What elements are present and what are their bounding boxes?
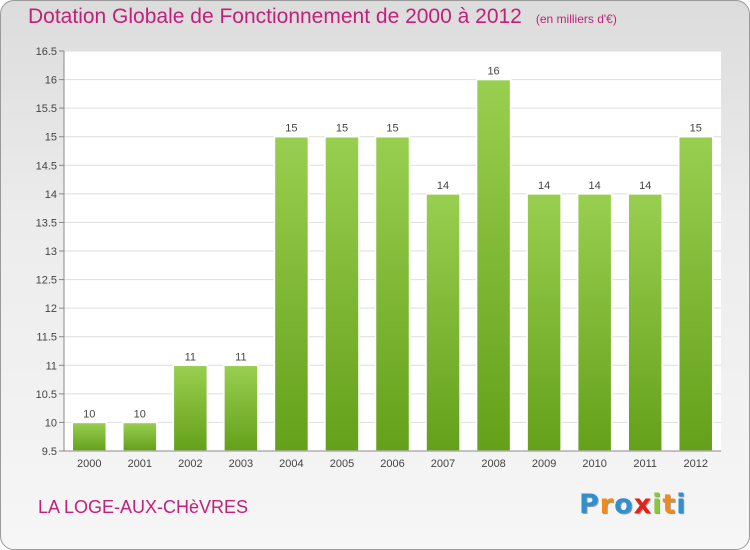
data-label: 10 xyxy=(134,408,146,420)
y-tick-label: 13 xyxy=(45,246,57,258)
logo-letter: P xyxy=(579,489,600,520)
y-tick-label: 10 xyxy=(45,417,57,429)
bar xyxy=(475,78,512,452)
y-tick-label: 11.5 xyxy=(36,332,57,344)
bar xyxy=(172,364,209,452)
x-tick-label: 2009 xyxy=(532,458,556,470)
y-tick-label: 14 xyxy=(45,189,57,201)
bar xyxy=(223,364,259,452)
y-tick-label: 9.5 xyxy=(42,446,57,458)
x-tick-label: 2001 xyxy=(128,458,152,470)
bar xyxy=(71,421,108,452)
x-tick-label: 2002 xyxy=(178,458,202,470)
bar xyxy=(324,135,360,452)
y-tick-label: 12 xyxy=(45,303,57,315)
commune-name: LA LOGE-AUX-CHèVRES xyxy=(38,497,249,517)
y-tick-label: 15.5 xyxy=(36,103,57,115)
x-tick-label: 2010 xyxy=(582,458,606,470)
data-label: 15 xyxy=(386,123,398,135)
y-tick-label: 13.5 xyxy=(36,217,57,229)
logo-letter: i xyxy=(652,489,663,520)
title-text: Dotation Globale de Fonctionnement de 20… xyxy=(28,5,522,28)
data-label: 15 xyxy=(690,123,702,135)
x-tick-label: 2011 xyxy=(633,458,657,470)
y-tick-label: 11 xyxy=(46,360,57,372)
bar xyxy=(273,135,310,452)
x-tick-label: 2000 xyxy=(77,458,101,470)
data-label: 15 xyxy=(336,123,348,135)
bar xyxy=(526,193,562,452)
x-tick-label: 2012 xyxy=(683,458,707,470)
logo-letter: t xyxy=(662,489,677,520)
data-label: 14 xyxy=(639,180,651,192)
bar xyxy=(576,193,613,452)
logo-letter: i xyxy=(676,489,687,520)
logo-letter: x xyxy=(633,489,653,520)
chart-title: Dotation Globale de Fonctionnement de 20… xyxy=(28,5,617,29)
logo-letter: o xyxy=(614,489,634,520)
bar xyxy=(627,193,663,452)
data-label: 14 xyxy=(589,180,601,192)
y-tick-label: 16 xyxy=(45,75,57,87)
y-tick-label: 14.5 xyxy=(36,160,57,172)
proxiti-logo: Proxiti xyxy=(579,489,687,520)
data-label: 14 xyxy=(538,180,550,192)
data-label: 16 xyxy=(487,66,499,78)
x-tick-label: 2008 xyxy=(481,458,505,470)
bar xyxy=(425,193,461,452)
y-tick-label: 12.5 xyxy=(36,275,57,287)
data-label: 15 xyxy=(285,123,297,135)
x-tick-label: 2004 xyxy=(279,458,303,470)
y-tick-label: 10.5 xyxy=(36,389,57,401)
bar xyxy=(122,421,158,452)
y-tick-label: 15 xyxy=(45,132,57,144)
data-label: 14 xyxy=(437,180,449,192)
bar xyxy=(677,135,714,452)
x-tick-label: 2007 xyxy=(431,458,455,470)
unit-note: (en milliers d'€) xyxy=(535,12,617,26)
x-tick-label: 2003 xyxy=(229,458,253,470)
y-tick-label: 16.5 xyxy=(36,46,57,58)
data-label: 11 xyxy=(235,351,246,363)
x-tick-label: 2005 xyxy=(330,458,354,470)
data-label: 10 xyxy=(83,408,95,420)
data-label: 11 xyxy=(185,351,196,363)
x-tick-label: 2006 xyxy=(380,458,404,470)
bar xyxy=(374,135,411,452)
logo-letter: r xyxy=(599,489,615,520)
